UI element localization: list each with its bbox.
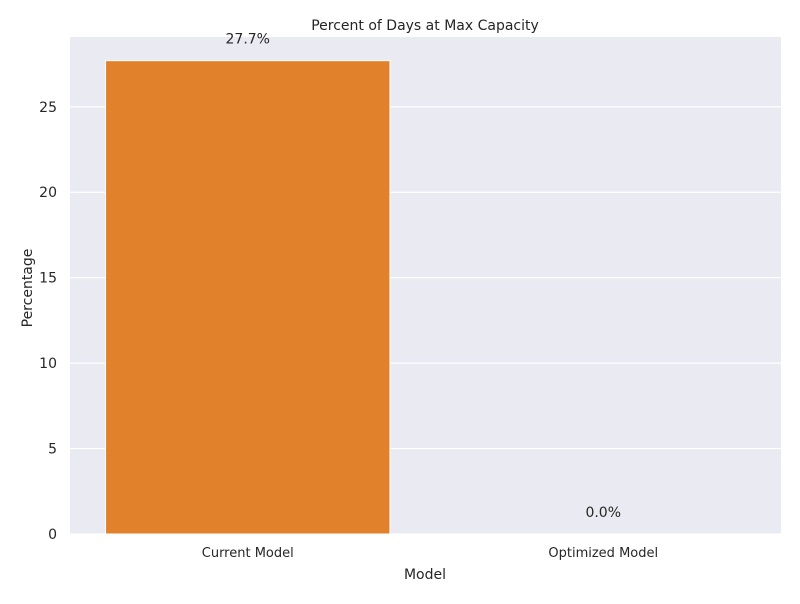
y-tick-label: 5 <box>48 442 57 458</box>
x-axis-ticks: Current Model Optimized Model <box>202 546 658 561</box>
y-axis-label: Percentage <box>20 249 36 328</box>
data-labels: 27.7% 0.0% <box>226 32 622 521</box>
data-label: 0.0% <box>585 505 621 521</box>
y-tick-label: 20 <box>39 185 57 201</box>
data-label: 27.7% <box>226 32 270 48</box>
y-tick-label: 25 <box>39 100 57 116</box>
bar-current-model <box>105 60 391 535</box>
y-tick-label: 10 <box>39 356 57 372</box>
x-tick-label: Optimized Model <box>548 546 658 561</box>
y-axis-ticks: 0 5 10 15 20 25 <box>39 100 57 543</box>
x-tick-label: Current Model <box>202 546 294 561</box>
y-tick-label: 0 <box>48 527 57 543</box>
y-tick-label: 15 <box>39 271 57 287</box>
x-axis-label: Model <box>404 567 446 583</box>
chart-title: Percent of Days at Max Capacity <box>311 18 539 34</box>
bars <box>105 60 391 535</box>
